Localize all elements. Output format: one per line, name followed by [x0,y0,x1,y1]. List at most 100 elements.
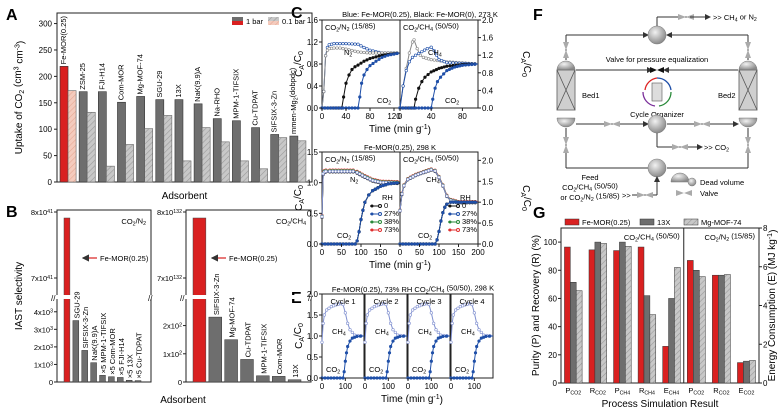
co2-series-point [385,370,389,374]
co2-series-point [357,230,361,234]
ch4-series-point [434,328,438,332]
category-label: Cu-TDPAT [251,90,260,126]
bed1-label: Bed1 [582,91,600,100]
valve-icon [637,192,653,198]
series-point [432,69,436,73]
ch4-series-point [393,330,397,335]
y-tick-label: 4x103​ [34,308,53,317]
co2-series-point [389,181,393,186]
series-point [429,57,433,62]
bar-mg-mof-74 [600,243,607,384]
y-tick-label: 7x10132​ [157,274,182,283]
series-point [455,64,459,69]
series-point [347,42,351,46]
bar-0.1bar [125,144,134,183]
category-label: PCH4​ [615,386,631,397]
annotation-label: CH4​ [461,327,475,338]
chart-title: Blue: Fe-MOR(0.25), Black: Fe-MOR(0), 27… [342,10,498,19]
panel-b-selectivity-chart: // // 7x1041​ 8x1041​ 0 1x103​ 2x103​ 3x103​ 4x1… [14,208,315,406]
series-point [353,65,357,69]
co2-series-point [378,376,382,380]
series-point [395,51,399,56]
y-tick-label: 8x10132​ [157,208,182,217]
y-tick-label: 1x103​ [34,360,53,369]
bar-1bar [193,103,203,183]
co2-series-point [464,376,468,380]
axis-break-mark: // [180,294,185,303]
x-tick-label: 0 [363,382,368,391]
ch4-series-point [343,311,347,315]
co2-series-point [347,242,351,246]
series-point [344,81,348,85]
category-label: RCO2​ [590,386,606,397]
co2-series-point [451,200,455,204]
bar-mg-mof-74 [749,360,756,384]
bar-fe-mor-0-25- [712,274,719,384]
upper-series-point [445,194,449,198]
y-tick-label: 20 [548,351,557,360]
series-point [341,46,345,51]
x-tick-label: 0 [398,112,403,121]
x-tick-label: 0 [320,248,325,257]
dead-volume-icon [556,60,576,71]
co2-series-point [361,208,365,212]
category-label: PCO2​ [688,386,704,397]
category-label: RCO2​ [713,386,729,397]
y-tick-label: 1.5 [307,148,319,157]
series-point [356,106,360,110]
y-tick-label: 2.0 [482,16,494,25]
series-point [442,60,446,64]
bed-cross [738,69,758,111]
group-label: CO2​/CH4​ (50/50) [624,232,680,244]
co2-series-point [412,376,416,380]
output-co2-label: >> CO2​ [704,143,729,154]
co2-series-point [384,183,388,187]
series-point [412,38,416,42]
upper-series-point [358,172,362,176]
co2-series-point [433,242,437,246]
co2-series-point [428,370,432,374]
bar-mg-mof-74 [699,276,706,384]
series-point [332,106,336,110]
co2-series-point [470,376,474,380]
panel-e-cycle-chart: Fe-MOR(0.25), 73% RH CO2​/CH4​ (50/50), … [293,284,494,407]
upper-series-point [411,175,415,179]
category-label: ECH4​ [664,386,680,397]
chart-title: Fe-MOR(0.25), 298 K [364,143,436,152]
co2-series-point [429,359,433,363]
series-point [377,57,381,61]
co2-series-point [404,242,408,246]
y-tick-label: 0 [553,379,558,388]
bar-fe-mor-0-25- [588,249,596,384]
series-point [368,56,372,61]
series-point [377,54,381,58]
co2-series-point [359,217,363,222]
y-tick-label: 0.8 [307,60,319,69]
co2-series-point [444,334,449,338]
category-label: mmen-Mg2​(dobpdc) [288,67,299,134]
annotation-label: N2​ [350,175,358,186]
bar [90,362,97,383]
bar [72,320,80,383]
y-tick-label: 8 [763,224,768,233]
series-point [447,67,452,72]
series-point [365,58,369,62]
series-line [321,47,400,109]
y-axis-label-right: CA​/C0​ [519,185,532,211]
co2-series-point [386,182,390,186]
upper-series-point [414,173,418,177]
y-tick-label: 0.5 [307,209,319,218]
upper-series-point [320,215,324,219]
x-axis-label: Adsorbent [160,395,206,406]
category-label: Mg-MOF-74 [228,297,237,337]
upper-series-point [363,175,367,179]
bar-fe-mor-0-25- [564,246,571,384]
series-point [365,51,369,55]
subplot-label: CO2​/N2​ (15/85) [325,154,376,166]
upper-series-point [348,169,352,173]
upper-series-point [373,179,377,183]
co2-series-point [335,242,339,246]
subplot-label: CO2​/CH4​ (50/50) [403,154,459,166]
co2-series-point [477,339,481,343]
ch4-series-point [408,313,412,317]
